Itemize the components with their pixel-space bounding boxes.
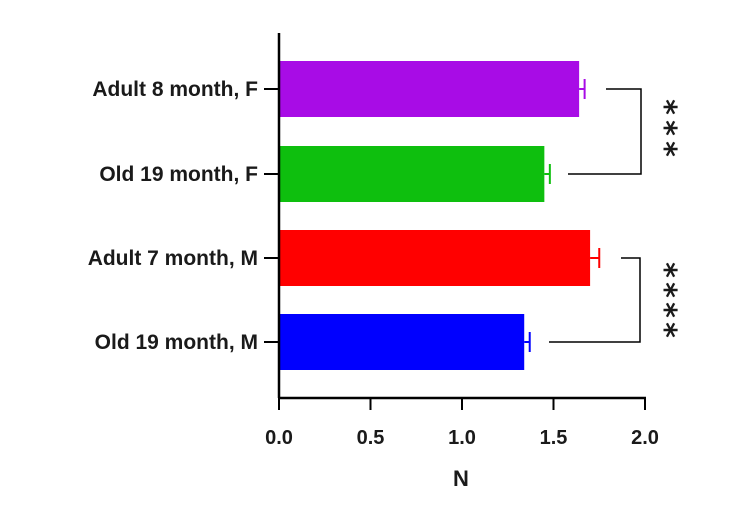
x-tick-label: 0.0 [265, 427, 293, 449]
category-label: Old 19 month, M [95, 331, 258, 354]
significance-star: * [647, 322, 682, 338]
significance-star: * [647, 99, 682, 115]
x-tick-label: 1.0 [448, 427, 476, 449]
category-label: Adult 7 month, M [88, 247, 258, 270]
x-tick-label: 0.5 [357, 427, 385, 449]
error-bars-group [524, 79, 601, 352]
x-tick-label: 1.5 [540, 427, 568, 449]
significance-star: * [647, 120, 682, 136]
bar [279, 230, 591, 286]
x-tick-label: 2.0 [631, 427, 659, 449]
axes-group [264, 33, 646, 410]
significance-bracket [568, 88, 642, 175]
bar [279, 314, 525, 370]
bars-group [279, 61, 591, 370]
significance-bracket [549, 257, 641, 343]
significance-star: * [647, 262, 682, 278]
bar [279, 146, 545, 202]
category-label: Old 19 month, F [99, 163, 258, 186]
category-label: Adult 8 month, F [92, 78, 258, 101]
x-axis-title: N [453, 466, 469, 491]
significance-star: * [647, 282, 682, 298]
tick-labels-group: 0.0 0.5 1.0 1.5 2.0 [265, 427, 659, 449]
bar [279, 61, 580, 117]
significance-group: * * * * * * * [549, 88, 682, 343]
significance-star: * [647, 141, 682, 157]
category-labels-group: Adult 8 month, F Old 19 month, F Adult 7 m… [88, 78, 258, 354]
significance-star: * [647, 302, 682, 318]
